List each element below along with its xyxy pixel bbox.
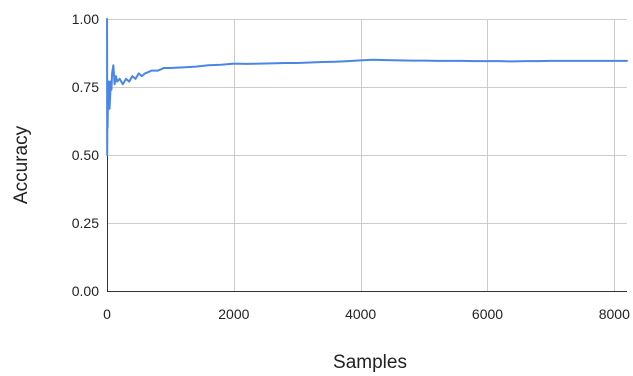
x-tick-label: 8000 [599,306,630,322]
x-tick-label: 2000 [218,306,249,322]
y-tick-label: 1.00 [72,11,99,27]
x-tick-label: 0 [103,306,111,322]
y-tick-labels: 0.00 0.25 0.50 0.75 1.00 [72,11,99,299]
x-tick-label: 6000 [472,306,503,322]
x-tick-label: 4000 [345,306,376,322]
x-axis-title: Samples [333,352,407,373]
y-axis-title: Accuracy [11,125,32,204]
x-tick-labels: 0 2000 4000 6000 8000 [103,306,630,322]
y-tick-label: 0.25 [72,215,99,231]
y-tick-label: 0.00 [72,283,99,299]
accuracy-series-line [106,18,628,156]
y-tick-label: 0.50 [72,147,99,163]
series-layer [106,18,628,156]
gridlines [107,19,627,291]
y-tick-label: 0.75 [72,79,99,95]
